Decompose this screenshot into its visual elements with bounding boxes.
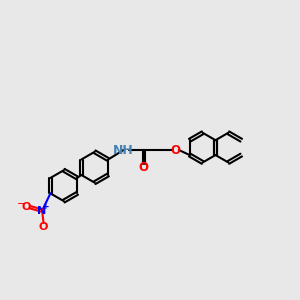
Text: NH: NH [113,143,134,157]
Text: −: − [17,199,27,209]
Text: O: O [21,202,31,212]
Text: N: N [38,206,47,216]
Text: +: + [42,202,50,211]
Text: O: O [39,222,48,232]
Text: O: O [139,161,149,174]
Text: O: O [171,143,181,157]
